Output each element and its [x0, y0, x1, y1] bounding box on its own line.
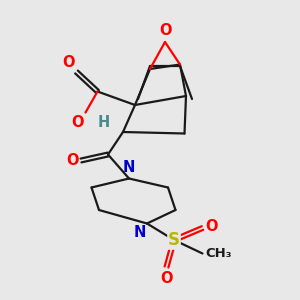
Text: O: O	[160, 271, 173, 286]
Text: O: O	[159, 23, 171, 38]
Text: O: O	[66, 153, 79, 168]
Text: CH₃: CH₃	[206, 247, 232, 260]
Text: O: O	[62, 55, 75, 70]
Text: S: S	[168, 231, 180, 249]
Text: H: H	[98, 115, 110, 130]
Text: N: N	[123, 160, 135, 175]
Text: N: N	[133, 225, 145, 240]
Text: O: O	[71, 115, 84, 130]
Text: O: O	[206, 219, 218, 234]
